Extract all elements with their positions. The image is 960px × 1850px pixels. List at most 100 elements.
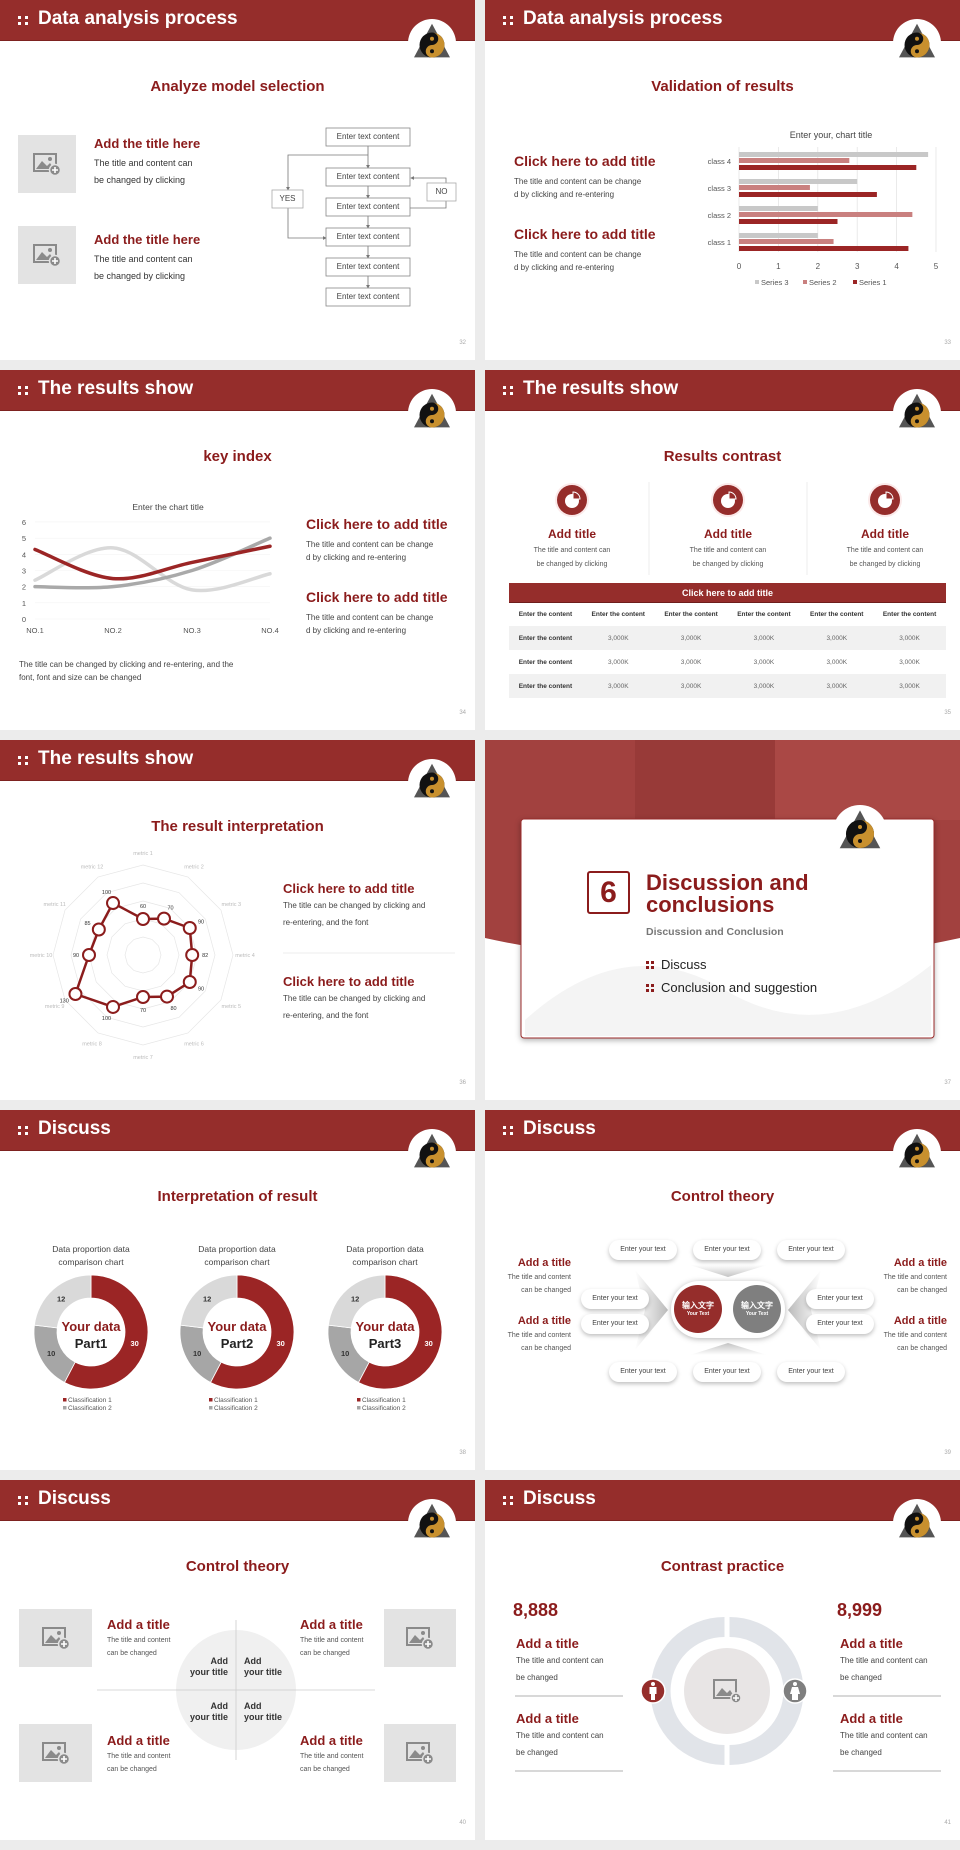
block-body: The title and content can <box>94 158 193 168</box>
text-pill[interactable]: Enter your text <box>806 1289 874 1309</box>
legend-swatch <box>209 1406 213 1410</box>
arrow-right <box>788 1270 821 1350</box>
column-body: The title and content can <box>689 547 767 554</box>
table-cell: Enter the content <box>518 683 573 690</box>
column-body: be changed by clicking <box>536 561 608 568</box>
image-placeholder[interactable] <box>18 226 76 284</box>
slide-header: The results show <box>0 370 475 411</box>
block-title: Add a title <box>107 1733 170 1748</box>
bar <box>739 212 913 217</box>
slide-40: Discuss Control theory Add a title The titl… <box>0 1480 475 1840</box>
block-title: Add a title <box>517 1257 571 1269</box>
table-title: Click here to add title <box>681 588 774 598</box>
column-body: be changed by clicking <box>849 561 921 568</box>
image-placeholder[interactable] <box>19 1609 92 1667</box>
axis-label: metric 6 <box>184 1041 204 1047</box>
text-pill[interactable]: Enter your text <box>581 1314 649 1334</box>
bullet-grip-icon <box>646 984 657 994</box>
text-pill[interactable]: Enter your text <box>806 1314 874 1334</box>
text-pill[interactable]: Enter your text <box>581 1289 649 1309</box>
text-pill[interactable]: Enter your text <box>777 1240 845 1260</box>
slide-header: Discuss <box>485 1480 960 1521</box>
donut-charts: Data proportion data comparison chart 30 10… <box>33 1244 443 1412</box>
radar-point <box>82 948 96 962</box>
table-cell: 3,000K <box>826 635 848 642</box>
block-title: Click here to add title <box>283 881 415 896</box>
male-person-icon <box>640 1678 666 1704</box>
table-cell: 3,000K <box>680 683 702 690</box>
text-pill[interactable]: Enter your text <box>693 1240 761 1260</box>
wave-decoration <box>525 965 931 1036</box>
block-body: d by clicking and re-entering <box>514 190 615 199</box>
column-title: Add title <box>861 527 909 541</box>
slide-subtitle: key index <box>203 448 272 465</box>
logo-emblem <box>408 389 456 437</box>
slide-subtitle: Results contrast <box>663 448 782 465</box>
block-body: can be changed <box>521 1345 571 1352</box>
column-body: The title and content can <box>846 547 924 554</box>
chart-title: Enter the chart title <box>132 502 204 512</box>
y-tick-label: 5 <box>22 534 26 543</box>
text-pill[interactable]: Enter your text <box>609 1362 677 1382</box>
grip-icon <box>503 386 514 396</box>
logo-emblem <box>408 759 456 807</box>
value-label: 82 <box>202 953 208 959</box>
radar-point <box>182 921 197 935</box>
add-image-icon <box>713 1679 742 1704</box>
slide-header: Discuss <box>0 1480 475 1521</box>
donut-center-label: Part2 <box>221 1336 254 1351</box>
legend-label: Classification 1 <box>362 1397 406 1404</box>
bullet-grip-icon <box>646 961 657 971</box>
slide-header: Discuss <box>0 1110 475 1151</box>
line-series <box>33 544 272 581</box>
page-number: 39 <box>944 1450 951 1456</box>
image-placeholder[interactable] <box>384 1724 456 1782</box>
center-disk <box>684 1648 770 1734</box>
block-title: Add a title <box>300 1617 363 1632</box>
add-image-icon <box>406 1627 434 1650</box>
slide-subtitle: Control theory <box>185 1558 290 1575</box>
page-number: 41 <box>944 1820 951 1826</box>
value-label: 130 <box>60 999 69 1005</box>
section-number-box: 6 <box>587 871 630 914</box>
donut-slice <box>209 1274 295 1390</box>
image-placeholder[interactable] <box>19 1724 92 1782</box>
x-tick-label: 1 <box>776 262 781 271</box>
table-cell: 3,000K <box>753 635 775 642</box>
block-title: Click here to add title <box>306 589 448 605</box>
donut-center-label: Your data <box>356 1319 416 1334</box>
add-image-icon <box>33 244 61 267</box>
flow-no-label: NO <box>435 187 448 196</box>
center-label-cn: 输入文字 <box>682 1301 714 1310</box>
block-body: The title and content can <box>516 1731 604 1740</box>
category-label: class 1 <box>708 238 731 247</box>
flow-connector <box>287 208 327 240</box>
radar-ring <box>124 936 162 974</box>
radar-point <box>106 999 120 1014</box>
block-body: The title can be changed by clicking and <box>283 994 426 1003</box>
donut-slice <box>357 1274 443 1390</box>
axis-label: metric 8 <box>82 1041 102 1047</box>
chart-title: Data proportion data <box>198 1244 276 1254</box>
slice-label: 30 <box>277 1339 285 1348</box>
slice-label: 12 <box>57 1294 65 1303</box>
image-placeholder[interactable] <box>18 135 76 193</box>
text-pill[interactable]: Enter your text <box>693 1362 761 1382</box>
legend-label: Classification 1 <box>68 1397 112 1404</box>
text-pill[interactable]: Enter your text <box>777 1362 845 1382</box>
radar-point <box>68 987 83 1001</box>
slide-subtitle: Contrast practice <box>660 1558 785 1575</box>
column-body: be changed by clicking <box>692 561 764 568</box>
block-body: can be changed <box>107 1650 157 1657</box>
axis-label: metric 3 <box>222 902 242 908</box>
logo-emblem <box>893 1499 941 1547</box>
center-circle-gray <box>733 1285 781 1333</box>
arrow-top <box>690 1265 767 1277</box>
axis-label: metric 1 <box>133 851 153 857</box>
text-pill[interactable]: Enter your text <box>609 1240 677 1260</box>
image-placeholder[interactable] <box>384 1609 456 1667</box>
slide-header-title: Discuss <box>523 1118 596 1139</box>
slide-subtitle: The result interpretation <box>151 818 324 835</box>
flow-step-label: Enter text content <box>336 262 400 271</box>
block-body: be changed by clicking <box>94 271 186 281</box>
